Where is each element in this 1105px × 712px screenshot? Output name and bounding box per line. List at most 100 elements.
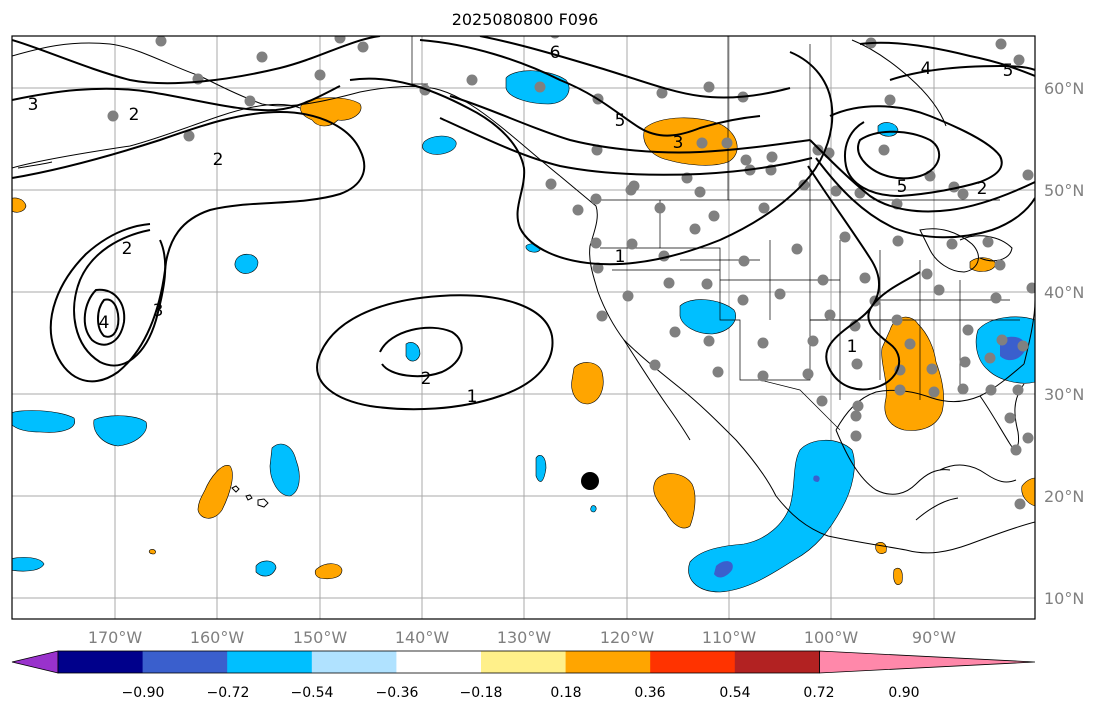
station-dot xyxy=(802,368,814,380)
station-dot xyxy=(850,430,862,442)
station-dot xyxy=(957,383,969,395)
contour-labels: 3 2 2 4 3 2 1 2 1 5 6 3 5 4 5 2 1 xyxy=(28,43,1014,407)
station-dot xyxy=(946,238,958,250)
station-dot xyxy=(703,335,715,347)
lat-label: 20°N xyxy=(1044,487,1084,506)
station-dot xyxy=(816,395,828,407)
colorbar-tick-label: −0.54 xyxy=(291,685,334,701)
lon-label: 110°W xyxy=(702,628,757,647)
colorbar-segment xyxy=(58,651,144,673)
station-dot xyxy=(982,236,994,248)
station-dot xyxy=(830,185,842,197)
colorbar-outline xyxy=(57,650,820,674)
colorbar-tick-label: 0.90 xyxy=(888,685,919,701)
negative-anomaly-regions xyxy=(12,70,1035,593)
colorbar xyxy=(11,650,1036,674)
station-dot xyxy=(737,294,749,306)
station-dot xyxy=(959,356,971,368)
colorbar-tick-label: 0.72 xyxy=(803,685,834,701)
lat-label: 50°N xyxy=(1044,181,1084,200)
station-dot xyxy=(859,272,871,284)
station-dot xyxy=(696,137,708,149)
colorbar-segment xyxy=(734,651,820,673)
station-dot xyxy=(622,290,634,302)
station-dot xyxy=(712,366,724,378)
station-dot xyxy=(701,278,713,290)
colorbar-segment xyxy=(481,651,567,673)
colorbar-tick-label: −0.72 xyxy=(207,685,250,701)
station-dot xyxy=(1010,444,1022,456)
station-dot xyxy=(721,137,733,149)
station-dot xyxy=(663,277,675,289)
contour-label: 4 xyxy=(99,313,110,333)
station-dot xyxy=(703,81,715,93)
station-dot xyxy=(894,364,906,376)
political-borders xyxy=(411,36,1020,431)
station-dot xyxy=(708,210,720,222)
station-dot xyxy=(904,338,916,350)
colorbar-tick-label: −0.36 xyxy=(376,685,419,701)
lon-label: 100°W xyxy=(804,628,859,647)
lat-label: 10°N xyxy=(1044,589,1084,608)
station-dot xyxy=(757,337,769,349)
contour-lines xyxy=(12,36,1035,411)
station-dot xyxy=(995,38,1007,50)
colorbar-tick-label: 0.54 xyxy=(719,685,750,701)
colorbar-segment xyxy=(565,651,651,673)
station-dot xyxy=(689,223,701,235)
lon-label: 150°W xyxy=(293,628,348,647)
colorbar-tick-label: −0.90 xyxy=(122,685,165,701)
station-dot xyxy=(1017,340,1029,352)
station-markers xyxy=(107,36,1035,510)
contour-label: 1 xyxy=(847,337,858,357)
station-dot xyxy=(839,231,851,243)
colorbar-segment xyxy=(142,651,228,673)
colorbar-extend-high xyxy=(819,650,1036,674)
station-dot xyxy=(1026,282,1035,294)
station-dot xyxy=(921,268,933,280)
station-dot xyxy=(926,363,938,375)
station-dot xyxy=(1022,432,1034,444)
station-dot xyxy=(766,151,778,163)
contour-label: 1 xyxy=(467,387,478,407)
station-dot xyxy=(1022,169,1034,181)
longitude-labels: 170°W 160°W 150°W 140°W 130°W 120°W 110°… xyxy=(88,628,956,647)
station-dot xyxy=(824,309,836,321)
contour-label: 3 xyxy=(673,133,684,153)
station-dot xyxy=(962,324,974,336)
station-dot xyxy=(155,36,167,47)
lon-label: 120°W xyxy=(600,628,655,647)
station-dot xyxy=(256,51,268,63)
contour-label: 5 xyxy=(615,111,626,131)
contour-label: 2 xyxy=(213,150,224,170)
contour-label: 2 xyxy=(122,239,133,259)
station-dot xyxy=(851,358,863,370)
station-dot xyxy=(852,400,864,412)
station-dot xyxy=(625,184,637,196)
station-dot xyxy=(591,144,603,156)
station-dot xyxy=(590,237,602,249)
station-dot xyxy=(957,188,969,200)
colorbar-segment xyxy=(650,651,736,673)
lat-label: 30°N xyxy=(1044,385,1084,404)
station-dot xyxy=(656,87,668,99)
contour-label: 2 xyxy=(129,105,140,125)
station-dot xyxy=(183,130,195,142)
colorbar-tick-label: −0.18 xyxy=(460,685,503,701)
station-dot xyxy=(626,238,638,250)
station-dot xyxy=(596,310,608,322)
station-dot xyxy=(894,384,906,396)
station-dot xyxy=(466,74,478,86)
map-frame xyxy=(11,35,1036,620)
station-dot xyxy=(572,204,584,216)
station-dot xyxy=(592,262,604,274)
lat-label: 60°N xyxy=(1044,79,1084,98)
station-dot xyxy=(791,243,803,255)
colorbar-tick-labels: −0.90 −0.72 −0.54 −0.36 −0.18 0.18 0.36 … xyxy=(122,685,920,701)
colorbar-segment xyxy=(311,651,397,673)
station-dot xyxy=(891,314,903,326)
station-dot xyxy=(654,202,666,214)
station-dot xyxy=(928,386,940,398)
colorbar-segment xyxy=(227,651,313,673)
contour-label: 5 xyxy=(897,177,908,197)
